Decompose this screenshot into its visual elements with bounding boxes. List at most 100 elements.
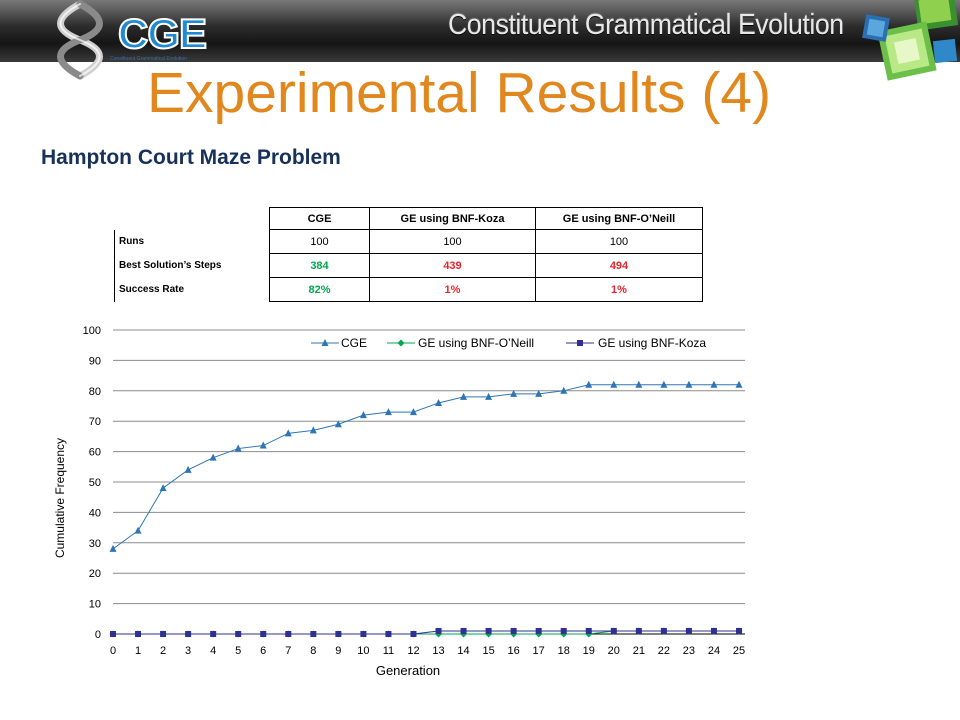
results-table: CGE GE using BNF-Koza GE using BNF-O’Nei… <box>114 207 703 302</box>
y-tick-label: 30 <box>89 538 101 550</box>
data-point <box>710 627 717 634</box>
slide-subtitle: Hampton Court Maze Problem <box>41 146 341 169</box>
table-cell: 384 <box>269 253 370 278</box>
data-point <box>210 631 217 637</box>
data-point <box>460 627 467 634</box>
x-tick-label: 2 <box>160 645 166 657</box>
x-tick-label: 16 <box>508 645 520 657</box>
data-point <box>460 392 468 400</box>
y-tick-label: 40 <box>89 507 101 519</box>
y-tick-label: 50 <box>89 477 101 489</box>
x-tick-label: 8 <box>310 645 316 657</box>
table-cell: 1% <box>535 277 703 302</box>
table-cell: 439 <box>369 253 536 278</box>
data-point <box>284 429 292 437</box>
y-tick-label: 60 <box>89 447 101 459</box>
dna-helix-icon <box>57 0 103 80</box>
data-point <box>209 453 217 461</box>
table-cell: 100 <box>535 229 703 254</box>
header-banner: Constituent Grammatical Evolution <box>0 0 960 62</box>
legend-marker <box>397 339 405 347</box>
data-point <box>535 627 542 634</box>
data-point <box>310 631 317 637</box>
table-header-cell: GE using BNF-O’Neill <box>535 207 703 230</box>
table-cell: 82% <box>269 277 370 302</box>
table-cell: 494 <box>535 253 703 278</box>
x-tick-label: 0 <box>110 645 116 657</box>
table-cell: 1% <box>369 277 536 302</box>
data-point <box>334 420 342 428</box>
x-axis-title: Generation <box>376 663 440 678</box>
data-point <box>384 408 392 416</box>
x-tick-label: 12 <box>407 645 419 657</box>
series-line <box>112 384 739 550</box>
cge-logo: CGE Constituent Grammatical Evolution <box>40 0 208 80</box>
data-point <box>485 392 493 400</box>
data-point <box>385 631 392 637</box>
x-tick-label: 7 <box>285 645 291 657</box>
data-point <box>435 627 442 634</box>
logo-text: CGE <box>117 9 208 58</box>
legend-label: CGE <box>341 336 367 350</box>
table-header-row: CGE GE using BNF-Koza GE using BNF-O’Nei… <box>115 207 703 230</box>
x-tick-label: 19 <box>583 645 595 657</box>
legend-label: GE using BNF-Koza <box>598 336 706 350</box>
data-point <box>135 631 142 637</box>
table-row: Runs 100 100 100 <box>114 229 703 254</box>
y-tick-label: 10 <box>89 599 101 611</box>
data-point <box>185 631 192 637</box>
x-tick-label: 23 <box>683 645 695 657</box>
data-point <box>159 484 167 492</box>
x-tick-label: 24 <box>708 645 720 657</box>
y-axis-title: Cumulative Frequency <box>53 438 67 558</box>
x-tick-label: 1 <box>135 645 141 657</box>
table-row-label: Success Rate <box>114 277 270 302</box>
data-point <box>560 627 567 634</box>
data-point <box>660 380 668 388</box>
data-point <box>410 631 417 637</box>
data-point <box>335 631 342 637</box>
table-cell: 100 <box>269 229 370 254</box>
table-row-label: Best Solution’s Steps <box>114 253 270 278</box>
data-point <box>635 380 643 388</box>
data-point <box>359 411 367 419</box>
data-point <box>685 627 692 634</box>
data-point <box>234 444 242 452</box>
x-tick-label: 10 <box>357 645 369 657</box>
data-point <box>735 380 743 388</box>
logo-subtitle: Constituent Grammatical Evolution <box>110 56 187 62</box>
y-tick-label: 80 <box>89 386 101 398</box>
data-point <box>585 627 592 634</box>
data-point <box>685 380 693 388</box>
legend-label: GE using BNF-O’Neill <box>418 336 534 350</box>
banner-sheen <box>0 0 960 26</box>
x-tick-label: 13 <box>432 645 444 657</box>
data-point <box>660 627 667 634</box>
data-point <box>160 631 167 637</box>
x-tick-label: 18 <box>558 645 570 657</box>
y-tick-label: 100 <box>83 325 101 337</box>
data-point <box>259 441 267 449</box>
data-point <box>560 386 568 394</box>
data-point <box>585 380 593 388</box>
y-tick-label: 20 <box>89 568 101 580</box>
data-point <box>736 627 742 634</box>
x-tick-label: 3 <box>185 645 191 657</box>
slide-title: Experimental Results (4) <box>147 61 772 125</box>
data-point <box>510 627 517 634</box>
x-tick-label: 17 <box>533 645 545 657</box>
data-point <box>485 627 492 634</box>
data-point <box>184 465 192 473</box>
table-row-label: Runs <box>114 229 270 254</box>
x-tick-label: 6 <box>260 645 266 657</box>
data-point <box>109 544 117 552</box>
data-point <box>309 426 317 434</box>
x-tick-label: 25 <box>733 645 745 657</box>
banner-title: Constituent Grammatical Evolution <box>448 9 844 41</box>
legend-marker <box>577 340 583 346</box>
x-tick-label: 9 <box>335 645 341 657</box>
x-tick-label: 20 <box>608 645 620 657</box>
data-point <box>260 631 267 637</box>
table-header-cell: GE using BNF-Koza <box>369 207 536 230</box>
